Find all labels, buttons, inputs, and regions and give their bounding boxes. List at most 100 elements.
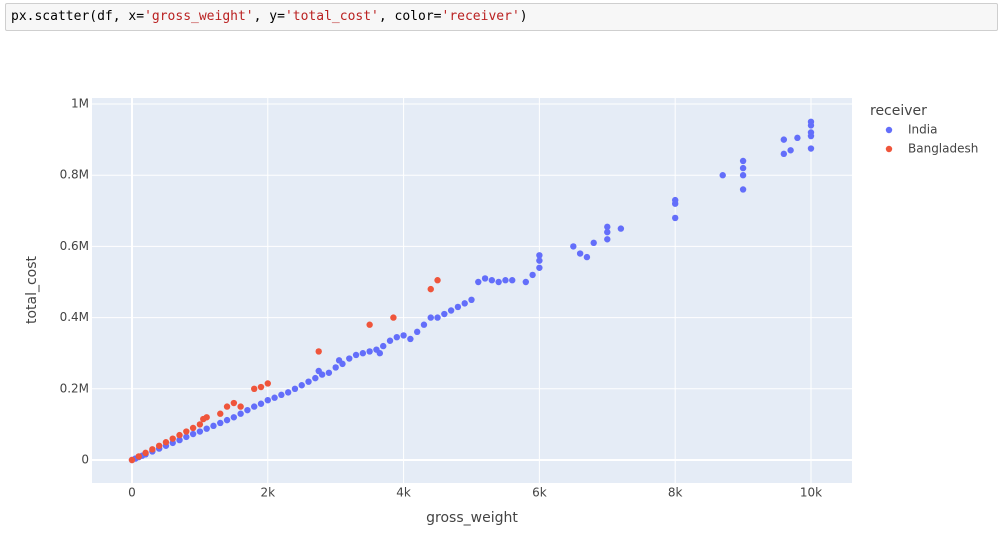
code-cell[interactable]: px.scatter(df, x='gross_weight', y='tota… [5,3,998,31]
point [393,333,401,341]
point [210,422,217,430]
point [495,278,502,286]
point [366,321,373,328]
point [502,277,509,284]
point [739,186,747,193]
point [135,453,142,460]
point [257,400,265,407]
point [475,278,482,286]
point [305,378,312,385]
point [407,335,414,343]
point [481,275,489,282]
point [617,225,625,232]
code-string: 'receiver' [441,9,520,24]
point [780,150,788,158]
point [376,350,384,357]
code-string: 'gross_weight' [144,9,254,24]
point [298,382,305,389]
y-tick-label: 0 [81,453,89,467]
point [346,355,353,362]
point [434,277,441,284]
x-tick-label: 4k [396,486,411,500]
point [162,439,170,446]
point [671,214,679,222]
point [251,403,258,410]
point [284,389,292,396]
point [149,446,156,453]
point [536,252,543,259]
x-tick-label: 8k [668,486,683,500]
point [264,380,271,387]
point [794,134,801,142]
point [536,257,543,264]
point [315,348,322,355]
point [570,243,577,250]
point [196,428,204,435]
point [237,410,244,417]
point [522,278,530,286]
point [264,396,271,404]
point [536,264,543,271]
point [335,357,343,364]
point [189,424,197,432]
point [366,348,373,355]
y-tick-label: 0.8M [60,168,89,182]
code: , color= [378,9,442,24]
point [461,300,468,307]
x-tick-label: 0 [128,486,136,500]
point [807,129,815,136]
point [312,374,319,382]
point [217,419,224,427]
point [590,239,597,247]
point [183,428,190,435]
point [604,236,611,243]
point [352,351,360,359]
point [427,285,434,293]
x-tick-label: 6k [532,486,547,500]
point [807,118,815,126]
point [671,196,679,204]
point [332,364,339,371]
point [434,314,441,321]
point [739,164,747,172]
legend-label[interactable]: India [908,123,937,137]
point [739,172,747,179]
point [390,314,397,321]
point [583,253,591,261]
point [359,350,367,357]
point [441,310,448,318]
point [230,399,238,407]
point [271,394,278,401]
point [576,250,584,257]
point [739,157,747,165]
point [488,277,496,284]
plot-area [92,98,852,483]
point [420,321,428,328]
legend-marker[interactable] [885,145,893,153]
x-axis-title: gross_weight [426,510,518,526]
point [780,136,788,143]
point [604,223,611,231]
y-tick-label: 1M [71,97,89,111]
point [244,406,251,414]
point [509,277,516,284]
point [315,367,322,375]
legend-label[interactable]: Bangladesh [908,142,978,156]
point [196,421,204,428]
point [447,307,455,314]
point [251,385,258,393]
code: ) [519,9,528,24]
code-string: 'total_cost' [284,9,379,24]
point [278,391,285,399]
point [380,342,387,350]
legend-marker[interactable] [885,126,893,134]
y-tick-label: 0.6M [60,239,89,253]
point [169,435,176,442]
point [400,332,407,339]
point [230,414,238,421]
point [203,425,210,432]
point [142,449,149,457]
point [386,337,394,344]
